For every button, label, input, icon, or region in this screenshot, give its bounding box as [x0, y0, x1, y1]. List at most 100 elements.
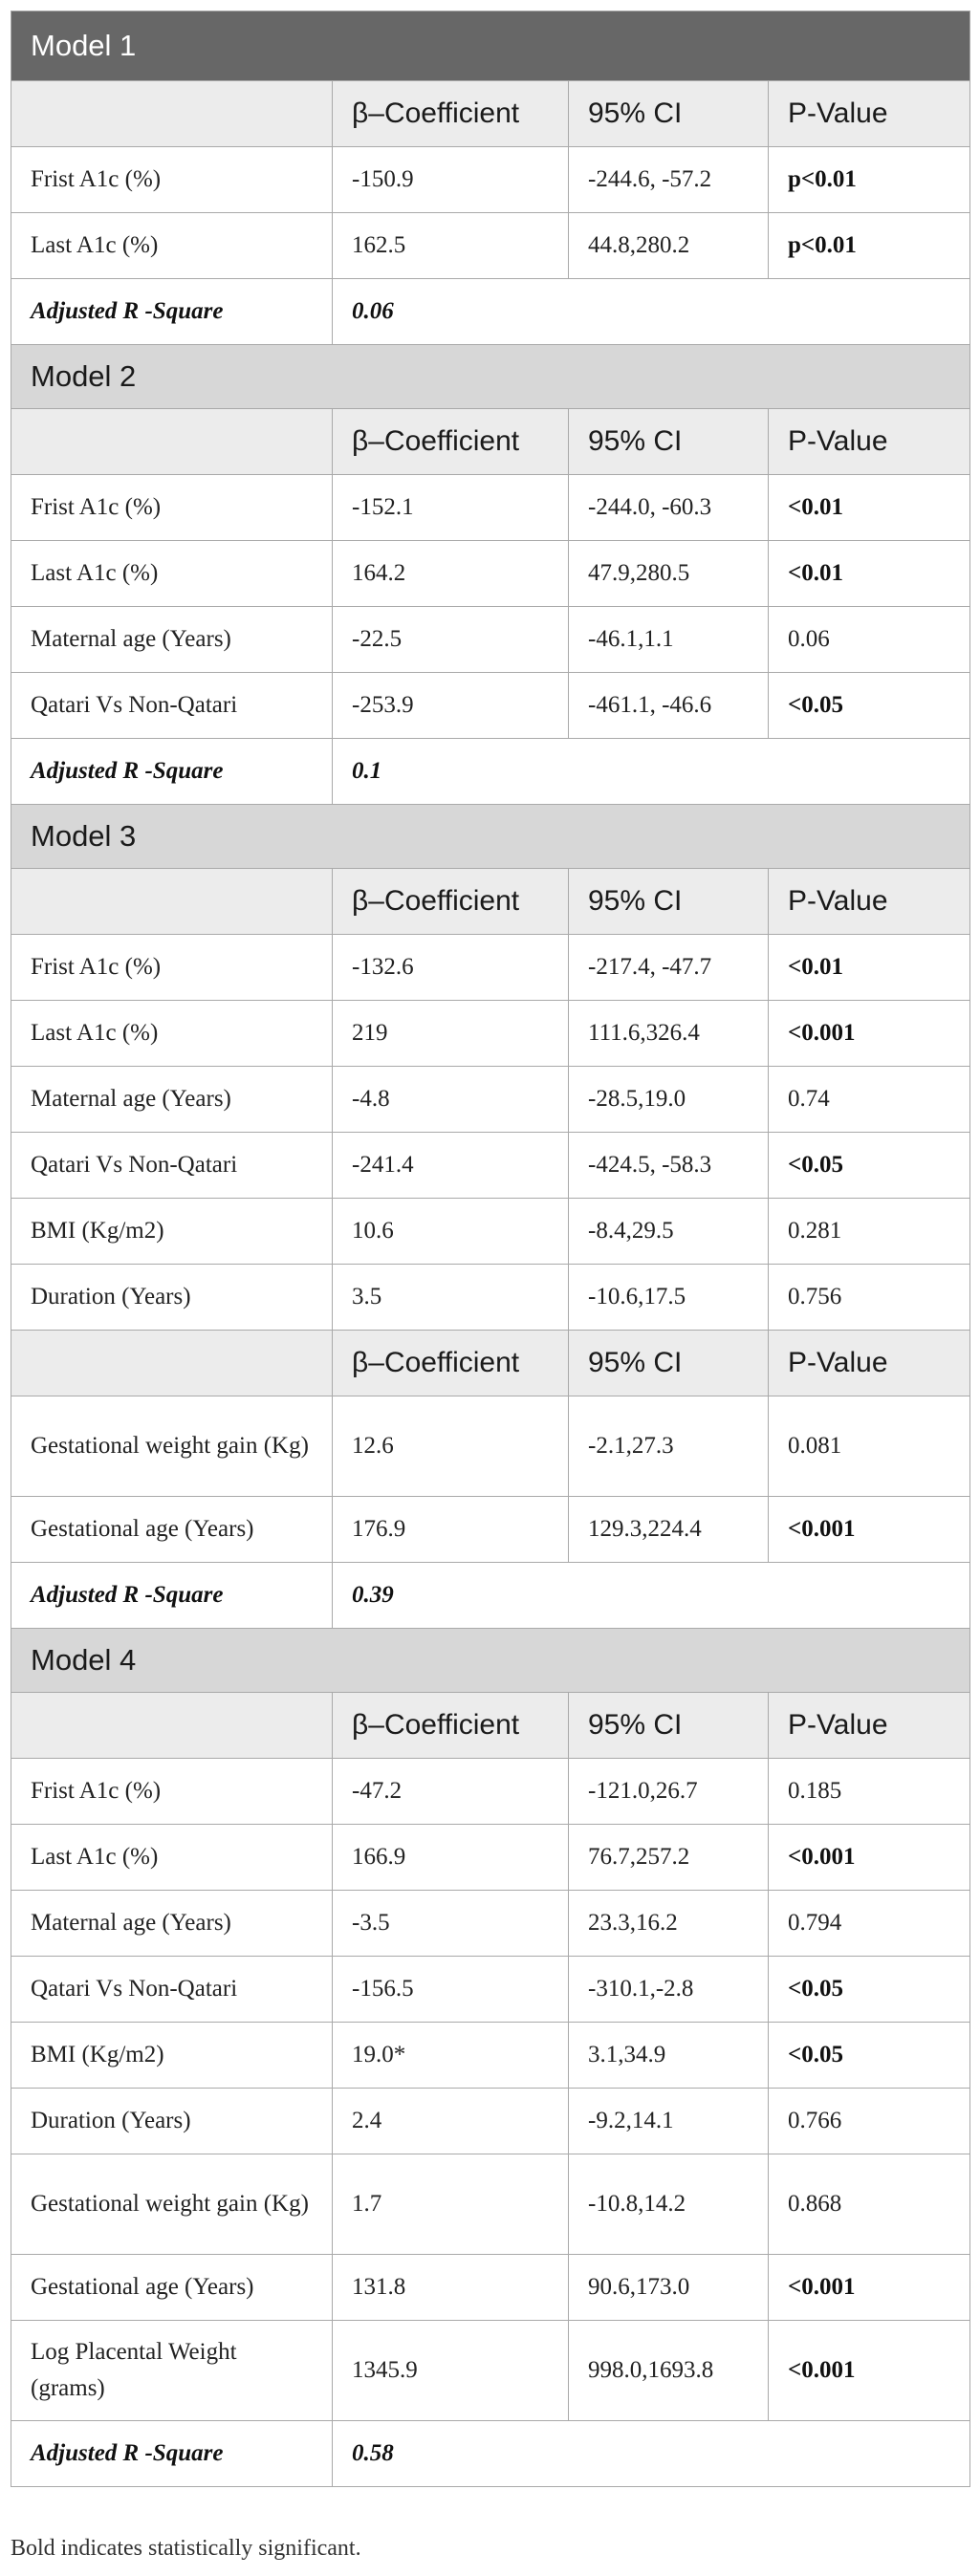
header-p-value: P-Value: [767, 408, 971, 475]
coefficient-value: -150.9: [332, 146, 569, 213]
ci-value: -2.1,27.3: [568, 1396, 769, 1497]
ci-value: -10.6,17.5: [568, 1264, 769, 1331]
model-section-header: Model 1: [10, 11, 971, 81]
header-p-value: P-Value: [767, 1330, 971, 1396]
column-header-row: β–Coefficient 95% CI P-Value: [11, 1330, 971, 1396]
variable-label: Gestational age (Years): [11, 2254, 333, 2321]
column-header-row: β–Coefficient 95% CI P-Value: [11, 868, 971, 935]
regression-table-container: Model 1 β–Coefficient 95% CI P-Value Frist A…: [10, 11, 971, 2487]
ci-value: 44.8,280.2: [568, 212, 769, 279]
coefficient-value: 166.9: [332, 1824, 569, 1891]
adjusted-r-square-row: Adjusted R -Square 0.39: [11, 1562, 971, 1629]
coefficient-value: -4.8: [332, 1066, 569, 1133]
variable-label: Log Placental Weight (grams): [11, 2320, 333, 2421]
model-title: Model 1: [10, 11, 971, 81]
variable-label: Last A1c (%): [11, 1000, 333, 1067]
table-row: Gestational weight gain (Kg) 1.7 -10.8,14.…: [11, 2154, 971, 2255]
table-row: Qatari Vs Non-Qatari -156.5 -310.1,-2.8 <0.…: [11, 1956, 971, 2023]
header-empty-cell: [11, 868, 333, 935]
adjusted-r-square-row: Adjusted R -Square 0.58: [11, 2420, 971, 2487]
header-ci: 95% CI: [568, 868, 769, 935]
ci-value: 76.7,257.2: [568, 1824, 769, 1891]
p-value: 0.74: [767, 1066, 971, 1133]
table-row: Log Placental Weight (grams) 1345.9 998.0,…: [11, 2320, 971, 2421]
p-value: <0.01: [767, 934, 971, 1001]
header-coefficient: β–Coefficient: [332, 868, 569, 935]
coefficient-value: -22.5: [332, 606, 569, 673]
table-row: Duration (Years) 3.5 -10.6,17.5 0.756: [11, 1264, 971, 1331]
p-value: <0.001: [767, 2320, 971, 2421]
ci-value: -244.6, -57.2: [568, 146, 769, 213]
variable-label: Qatari Vs Non-Qatari: [11, 672, 333, 739]
p-value: <0.05: [767, 1132, 971, 1199]
adjusted-r-square-label: Adjusted R -Square: [11, 2420, 333, 2487]
table-row: Maternal age (Years) -22.5 -46.1,1.1 0.06: [11, 606, 971, 673]
table-row: Qatari Vs Non-Qatari -241.4 -424.5, -58.3 <…: [11, 1132, 971, 1199]
model-title: Model 3: [10, 804, 971, 869]
coefficient-value: -3.5: [332, 1890, 569, 1957]
variable-label: Last A1c (%): [11, 1824, 333, 1891]
coefficient-value: 1345.9: [332, 2320, 569, 2421]
adjusted-r-square-row: Adjusted R -Square 0.1: [11, 738, 971, 805]
ci-value: 47.9,280.5: [568, 540, 769, 607]
table-row: Duration (Years) 2.4 -9.2,14.1 0.766: [11, 2088, 971, 2154]
adjusted-r-square-label: Adjusted R -Square: [11, 1562, 333, 1629]
ci-value: -310.1,-2.8: [568, 1956, 769, 2023]
coefficient-value: 219: [332, 1000, 569, 1067]
coefficient-value: -152.1: [332, 474, 569, 541]
p-value: <0.01: [767, 474, 971, 541]
table-row: Last A1c (%) 166.9 76.7,257.2 <0.001: [11, 1824, 971, 1891]
header-p-value: P-Value: [767, 1692, 971, 1759]
p-value: 0.185: [767, 1758, 971, 1825]
regression-table-body: Model 1 β–Coefficient 95% CI P-Value Frist A…: [10, 11, 971, 2487]
coefficient-value: -132.6: [332, 934, 569, 1001]
header-empty-cell: [11, 408, 333, 475]
p-value: <0.05: [767, 672, 971, 739]
table-row: Maternal age (Years) -3.5 23.3,16.2 0.794: [11, 1890, 971, 1957]
header-empty-cell: [11, 80, 333, 147]
p-value: p<0.01: [767, 146, 971, 213]
ci-value: -244.0, -60.3: [568, 474, 769, 541]
coefficient-value: -47.2: [332, 1758, 569, 1825]
ci-value: 90.6,173.0: [568, 2254, 769, 2321]
p-value: <0.05: [767, 1956, 971, 2023]
ci-value: 23.3,16.2: [568, 1890, 769, 1957]
coefficient-value: 131.8: [332, 2254, 569, 2321]
model-title: Model 4: [10, 1628, 971, 1693]
model-section-header: Model 3: [10, 804, 971, 869]
variable-label: Gestational weight gain (Kg): [11, 2154, 333, 2255]
coefficient-value: 3.5: [332, 1264, 569, 1331]
header-coefficient: β–Coefficient: [332, 1692, 569, 1759]
ci-value: -461.1, -46.6: [568, 672, 769, 739]
regression-table: Model 1 β–Coefficient 95% CI P-Value Frist A…: [10, 11, 971, 2487]
p-value: 0.081: [767, 1396, 971, 1497]
table-row: BMI (Kg/m2) 19.0* 3.1,34.9 <0.05: [11, 2022, 971, 2089]
table-footnote: Bold indicates statistically significant…: [11, 2536, 361, 2561]
variable-label: Gestational weight gain (Kg): [11, 1396, 333, 1497]
adjusted-r-square-row: Adjusted R -Square 0.06: [11, 278, 971, 345]
p-value: <0.001: [767, 2254, 971, 2321]
table-row: Frist A1c (%) -150.9 -244.6, -57.2 p<0.01: [11, 146, 971, 213]
table-row: Gestational age (Years) 131.8 90.6,173.0 <0…: [11, 2254, 971, 2321]
column-header-row: β–Coefficient 95% CI P-Value: [11, 408, 971, 475]
table-row: Last A1c (%) 164.2 47.9,280.5 <0.01: [11, 540, 971, 607]
header-ci: 95% CI: [568, 80, 769, 147]
coefficient-value: 176.9: [332, 1496, 569, 1563]
model-section-header: Model 4: [10, 1628, 971, 1693]
variable-label: Qatari Vs Non-Qatari: [11, 1132, 333, 1199]
ci-value: -121.0,26.7: [568, 1758, 769, 1825]
coefficient-value: -253.9: [332, 672, 569, 739]
header-coefficient: β–Coefficient: [332, 80, 569, 147]
variable-label: Frist A1c (%): [11, 934, 333, 1001]
coefficient-value: -241.4: [332, 1132, 569, 1199]
variable-label: Frist A1c (%): [11, 1758, 333, 1825]
adjusted-r-square-value: 0.39: [331, 1562, 971, 1629]
table-row: Gestational weight gain (Kg) 12.6 -2.1,27.…: [11, 1396, 971, 1497]
table-row: Frist A1c (%) -132.6 -217.4, -47.7 <0.01: [11, 934, 971, 1001]
p-value: 0.868: [767, 2154, 971, 2255]
p-value: <0.001: [767, 1000, 971, 1067]
ci-value: -8.4,29.5: [568, 1198, 769, 1265]
coefficient-value: 1.7: [332, 2154, 569, 2255]
model-title: Model 2: [10, 344, 971, 409]
table-row: Last A1c (%) 162.5 44.8,280.2 p<0.01: [11, 212, 971, 279]
